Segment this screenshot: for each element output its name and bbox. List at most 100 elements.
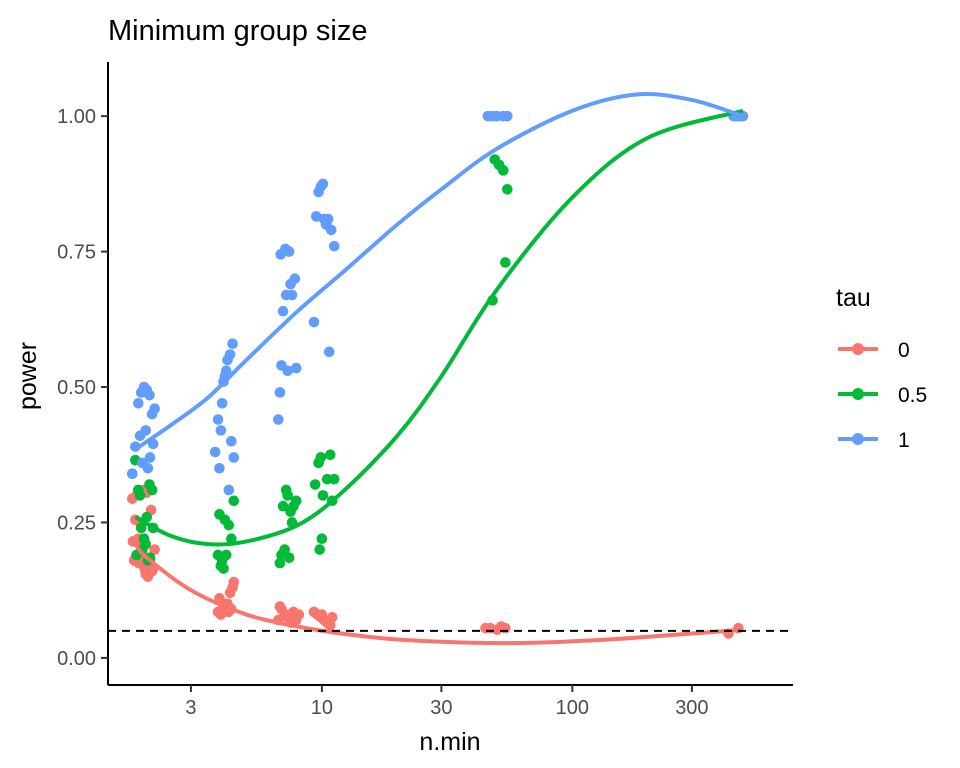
legend-item-0.5: 0.5: [838, 384, 927, 407]
x-tick-label: 3: [185, 697, 196, 719]
data-point: [216, 397, 228, 409]
data-point: [224, 349, 236, 360]
legend-key-point: [852, 433, 864, 445]
legend-item-0: 0: [838, 339, 910, 362]
data-point: [212, 414, 224, 425]
data-point: [146, 484, 158, 496]
y-tick-label: 0.25: [57, 512, 96, 534]
data-point: [328, 240, 340, 252]
data-point: [293, 609, 305, 620]
data-point: [502, 110, 513, 122]
x-tick-label: 100: [556, 697, 589, 719]
legend-label: 0: [898, 339, 910, 362]
data-point: [317, 178, 329, 190]
data-point: [316, 609, 328, 620]
data-point: [219, 514, 231, 526]
data-point: [280, 243, 291, 255]
data-point: [214, 463, 225, 474]
data-point: [228, 495, 240, 507]
data-point: [274, 387, 286, 398]
data-point: [139, 563, 150, 574]
x-axis-label: n.min: [419, 728, 480, 756]
y-axis-label: power: [14, 342, 42, 410]
legend-key-point: [852, 343, 864, 355]
data-point: [316, 533, 328, 545]
data-point: [498, 165, 509, 176]
trend-line-0: [133, 542, 744, 646]
y-tick-label: 0.00: [57, 648, 96, 670]
data-point: [323, 346, 335, 358]
legend-label: 1: [898, 429, 910, 452]
legend-item-1: 1: [838, 429, 910, 452]
data-point: [277, 305, 289, 317]
legend: tau 00.51: [836, 284, 927, 452]
data-point: [289, 273, 301, 284]
data-point: [314, 544, 325, 555]
data-point: [325, 224, 337, 236]
x-tick-label: 30: [430, 697, 452, 719]
data-point: [149, 403, 160, 415]
data-point: [318, 213, 330, 225]
data-point: [315, 452, 327, 463]
data-point: [227, 338, 238, 350]
data-point: [290, 362, 302, 374]
y-tick-label: 0.50: [57, 377, 96, 399]
data-point: [283, 552, 295, 563]
data-point: [317, 490, 329, 501]
data-point: [228, 452, 240, 463]
data-point: [277, 500, 289, 512]
data-point: [134, 490, 146, 501]
legend-title: tau: [836, 284, 871, 312]
data-point: [279, 544, 290, 555]
data-point: [144, 452, 156, 463]
data-point: [290, 495, 302, 507]
data-point: [140, 538, 152, 550]
data-point: [282, 365, 293, 377]
data-point: [326, 611, 338, 623]
data-point: [324, 620, 336, 631]
data-point: [274, 601, 286, 612]
data-point: [309, 479, 321, 490]
data-point: [286, 289, 298, 301]
chart-title: Minimum group size: [108, 15, 367, 47]
data-point: [220, 549, 232, 561]
data-point: [274, 557, 286, 569]
data-point: [328, 473, 340, 485]
trend-line-0.5: [134, 108, 744, 547]
data-point: [141, 511, 153, 523]
data-point: [502, 184, 513, 195]
data-point: [500, 257, 511, 268]
data-point: [215, 609, 227, 620]
data-point: [142, 463, 154, 474]
data-point: [149, 544, 160, 555]
data-point: [126, 468, 138, 480]
x-tick-label: 300: [675, 697, 708, 719]
legend-items: 00.51: [838, 339, 927, 452]
data-point: [226, 533, 237, 545]
x-tick-label: 10: [311, 697, 333, 719]
data-point: [135, 522, 147, 534]
axes-layer: 3 10 30 100 300 0.00 0.25 0.50 0.75 1.00: [57, 62, 793, 719]
legend-key-point: [852, 388, 864, 400]
data-point: [226, 435, 237, 447]
data-point: [228, 576, 240, 588]
data-point: [215, 425, 227, 436]
data-point: [223, 484, 235, 496]
legend-label: 0.5: [898, 384, 927, 407]
data-point: [283, 609, 295, 620]
trend-line-1: [134, 92, 744, 451]
data-point: [282, 490, 293, 501]
data-layer: [108, 92, 793, 646]
data-point: [142, 571, 154, 582]
y-tick-label: 0.75: [57, 242, 96, 264]
data-point: [144, 389, 155, 401]
y-tick-label: 1.00: [57, 106, 96, 128]
data-point: [133, 397, 144, 409]
data-point: [140, 425, 152, 436]
data-point: [500, 622, 511, 634]
data-point: [220, 365, 232, 377]
data-point: [324, 449, 336, 461]
data-point: [209, 446, 221, 458]
data-point: [218, 563, 229, 574]
